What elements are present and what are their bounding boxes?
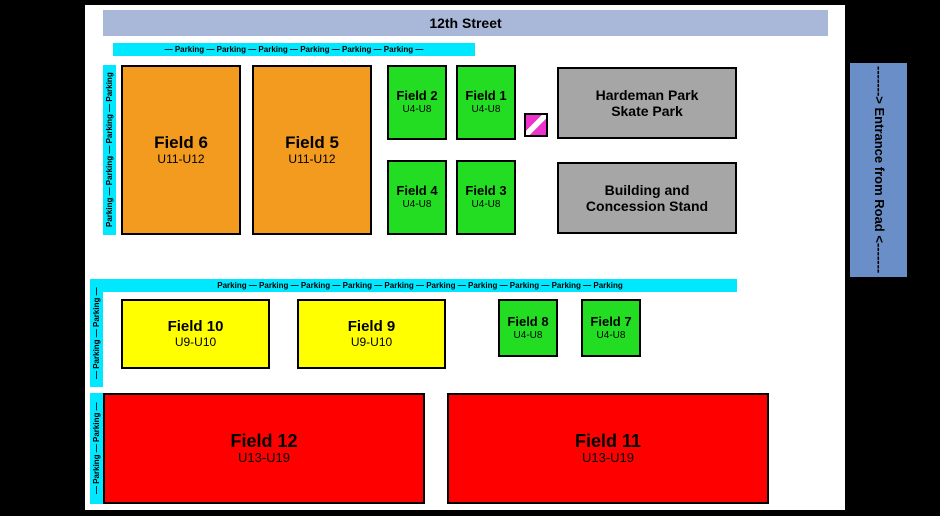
skate-park: Hardeman Park Skate Park (557, 67, 737, 139)
field-sub: U9-U10 (175, 336, 216, 350)
field-title: Field 12 (230, 431, 297, 452)
parking-strip-left-mid: — Parking — Parking — (90, 279, 103, 387)
parking-text: — Parking — Parking — (92, 403, 101, 495)
field-11: Field 11 U13-U19 (447, 393, 769, 504)
field-title: Field 6 (154, 133, 208, 153)
field-title: Field 9 (348, 318, 396, 335)
field-title: Field 3 (465, 184, 506, 199)
field-title: Field 7 (590, 315, 631, 330)
field-9: Field 9 U9-U10 (297, 299, 446, 369)
concession-text: Building and Concession Stand (586, 182, 708, 214)
field-sub: U4-U8 (472, 199, 501, 211)
field-title: Field 10 (168, 318, 224, 335)
parking-strip-left-lower: — Parking — Parking — (90, 393, 103, 504)
field-sub: U4-U8 (403, 104, 432, 116)
field-sub: U4-U8 (403, 199, 432, 211)
field-title: Field 4 (396, 184, 437, 199)
skate-text: Hardeman Park Skate Park (596, 87, 699, 119)
field-title: Field 1 (465, 89, 506, 104)
field-sub: U4-U8 (597, 330, 626, 342)
field-sub: U4-U8 (472, 104, 501, 116)
field-12: Field 12 U13-U19 (103, 393, 425, 504)
field-3: Field 3 U4-U8 (456, 160, 516, 235)
parking-text: — Parking — Parking — Parking — Parking … (165, 45, 424, 54)
field-8: Field 8 U4-U8 (498, 299, 558, 357)
entrance-panel: -------> Entrance from Road <------- (850, 63, 907, 277)
parking-text: — Parking — Parking — (92, 287, 101, 379)
pink-marker (524, 113, 548, 137)
field-sub: U9-U10 (351, 336, 392, 350)
parking-strip-left-upper: Parking — Parking — Parking — Parking (103, 65, 116, 235)
field-title: Field 8 (507, 315, 548, 330)
field-title: Field 11 (575, 431, 641, 452)
parking-strip-top: — Parking — Parking — Parking — Parking … (113, 43, 475, 56)
field-6: Field 6 U11-U12 (121, 65, 241, 235)
entrance-text: -------> Entrance from Road <------- (871, 66, 886, 273)
field-sub: U4-U8 (514, 330, 543, 342)
map-canvas: 12th Street -------> Entrance from Road … (0, 0, 940, 516)
field-4: Field 4 U4-U8 (387, 160, 447, 235)
field-sub: U13-U19 (238, 451, 290, 466)
field-1: Field 1 U4-U8 (456, 65, 516, 140)
parking-strip-mid: Parking — Parking — Parking — Parking — … (103, 279, 737, 292)
field-sub: U11-U12 (288, 153, 335, 167)
field-10: Field 10 U9-U10 (121, 299, 270, 369)
parking-text: Parking — Parking — Parking — Parking — … (217, 281, 622, 290)
field-7: Field 7 U4-U8 (581, 299, 641, 357)
street-label: 12th Street (103, 10, 828, 36)
field-5: Field 5 U11-U12 (252, 65, 372, 235)
field-title: Field 5 (285, 133, 339, 153)
parking-text: Parking — Parking — Parking — Parking (105, 73, 114, 228)
field-title: Field 2 (396, 89, 437, 104)
concession-stand: Building and Concession Stand (557, 162, 737, 234)
street-text: 12th Street (429, 15, 501, 31)
field-sub: U11-U12 (157, 153, 204, 167)
field-sub: U13-U19 (582, 451, 634, 466)
field-2: Field 2 U4-U8 (387, 65, 447, 140)
